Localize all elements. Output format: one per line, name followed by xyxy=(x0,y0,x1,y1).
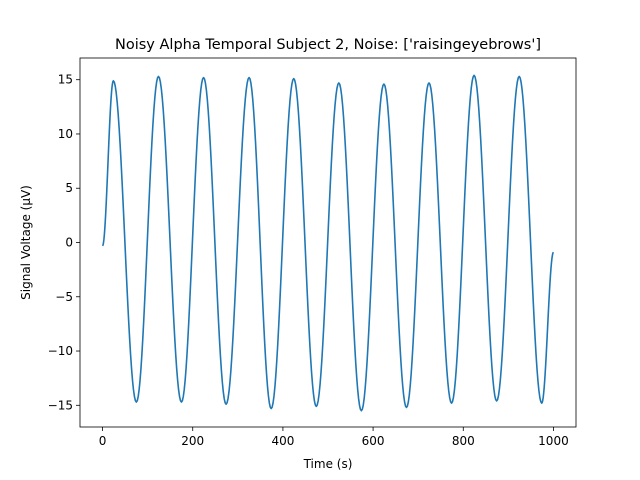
chart-title: Noisy Alpha Temporal Subject 2, Noise: [… xyxy=(115,37,541,53)
y-tick-label: 0 xyxy=(65,236,73,250)
y-axis: −15 −10 −5 0 5 10 15 xyxy=(48,73,80,412)
y-tick-label: −10 xyxy=(48,344,73,358)
x-axis-label: Time (s) xyxy=(303,457,353,471)
y-tick-label: −5 xyxy=(55,290,73,304)
y-tick-label: 5 xyxy=(65,181,73,195)
x-tick-label: 0 xyxy=(99,434,107,448)
x-tick-label: 400 xyxy=(271,434,294,448)
x-tick-label: 800 xyxy=(452,434,475,448)
x-tick-label: 1000 xyxy=(538,434,569,448)
series-layer xyxy=(101,74,555,412)
x-tick-label: 200 xyxy=(181,434,204,448)
y-tick-label: 15 xyxy=(58,73,73,87)
series-line-signal xyxy=(101,74,555,412)
x-axis: 0 200 400 600 800 1000 xyxy=(99,427,569,448)
y-tick-label: −15 xyxy=(48,398,73,412)
y-axis-label: Signal Voltage (μV) xyxy=(19,185,33,300)
y-tick-label: 10 xyxy=(58,127,73,141)
x-tick-label: 600 xyxy=(362,434,385,448)
